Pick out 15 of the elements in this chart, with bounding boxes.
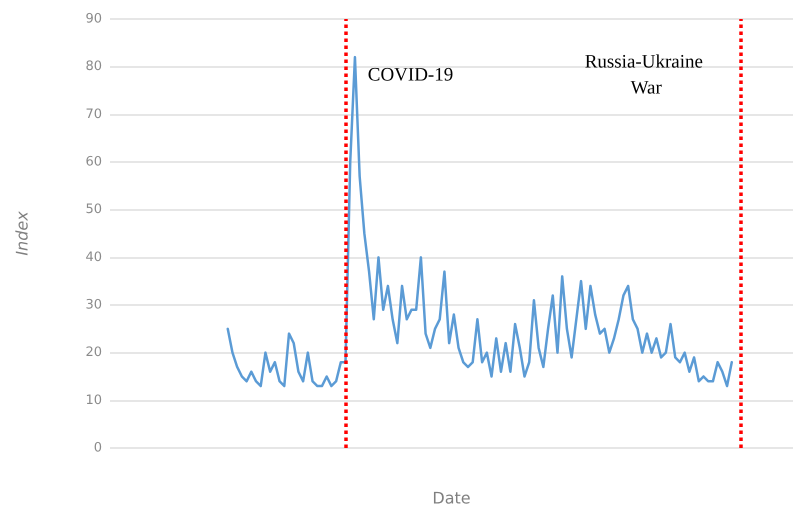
annotation: COVID-19	[368, 64, 454, 86]
y-tick-label: 0	[94, 440, 102, 456]
y-tick-label: 20	[85, 345, 102, 360]
y-tick-label: 40	[85, 250, 102, 265]
y-tick-label: 50	[85, 202, 102, 218]
y-tick-label: 70	[85, 106, 102, 122]
y-axis-title: Index	[12, 210, 32, 256]
annotation: Russia-Ukraine War	[584, 52, 708, 98]
line-series	[226, 56, 734, 388]
y-tick-label: 10	[85, 392, 102, 408]
x-axis-title: Date	[432, 488, 471, 508]
y-tick-label: 90	[85, 12, 102, 26]
y-tick-label: 30	[85, 298, 102, 312]
y-tick-label: 80	[85, 59, 102, 74]
y-tick-label: 60	[85, 154, 102, 170]
